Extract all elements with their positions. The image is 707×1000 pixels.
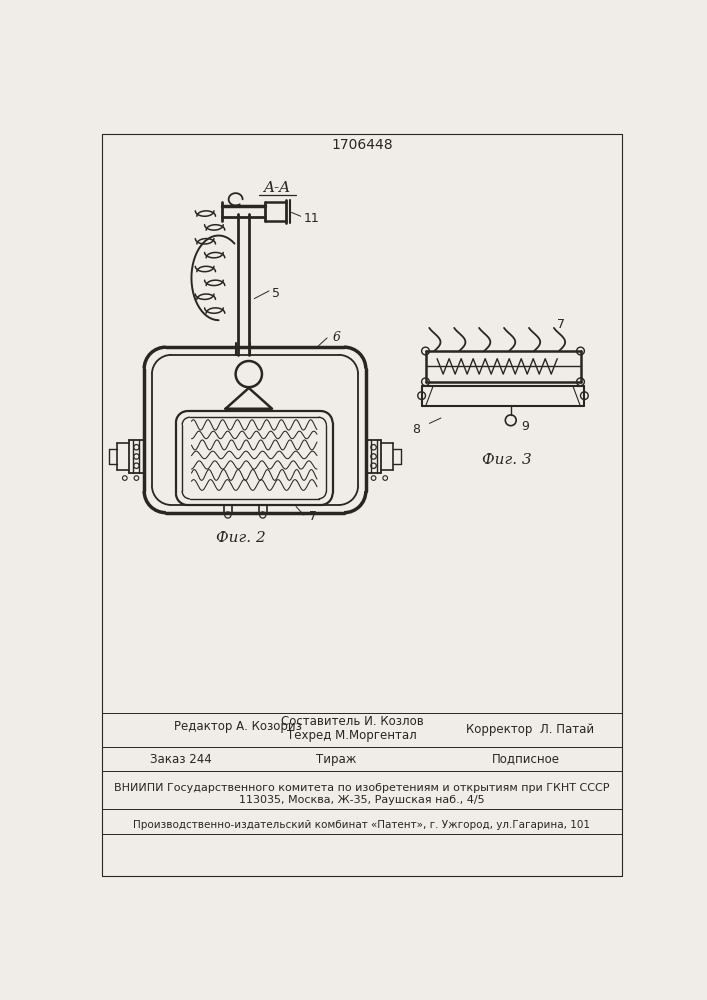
Text: 113035, Москва, Ж-35, Раушская наб., 4/5: 113035, Москва, Ж-35, Раушская наб., 4/5: [239, 795, 485, 805]
Text: 9: 9: [521, 420, 529, 433]
Text: Фиг. 3: Фиг. 3: [482, 453, 532, 467]
Text: ВНИИПИ Государственного комитета по изобретениям и открытиям при ГКНТ СССР: ВНИИПИ Государственного комитета по изоб…: [115, 783, 609, 793]
Text: Фиг. 2: Фиг. 2: [216, 531, 266, 545]
Text: Подписное: Подписное: [492, 753, 560, 766]
Text: Тираж: Тираж: [316, 753, 356, 766]
Text: Производственно-издательский комбинат «Патент», г. Ужгород, ул.Гагарина, 101: Производственно-издательский комбинат «П…: [134, 820, 590, 830]
Text: Составитель И. Козлов: Составитель И. Козлов: [281, 715, 423, 728]
Text: 8: 8: [412, 423, 420, 436]
Text: 11: 11: [304, 212, 320, 225]
Text: Редактор А. Козориз: Редактор А. Козориз: [174, 720, 301, 733]
Text: Техред М.Моргентал: Техред М.Моргентал: [287, 730, 416, 742]
Text: 7: 7: [557, 318, 565, 331]
Text: Корректор  Л. Патай: Корректор Л. Патай: [466, 723, 594, 736]
Text: 6: 6: [332, 331, 340, 344]
Text: 5: 5: [272, 287, 280, 300]
Text: 1706448: 1706448: [331, 138, 393, 152]
Text: 7: 7: [309, 510, 317, 523]
Text: Заказ 244: Заказ 244: [151, 753, 212, 766]
Text: A-A: A-A: [263, 181, 291, 195]
